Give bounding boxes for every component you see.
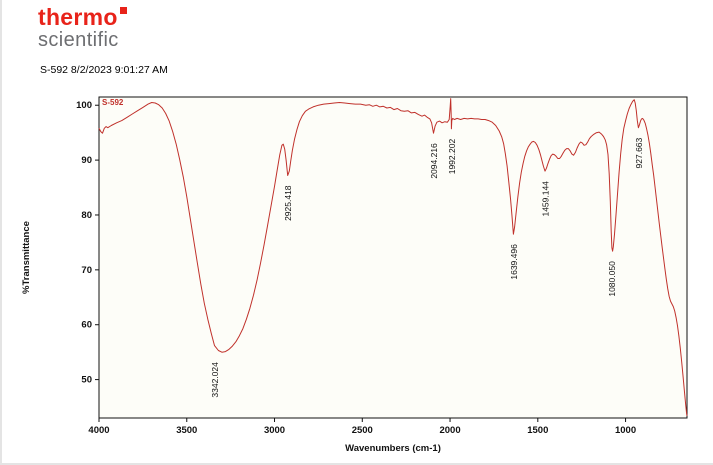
peak-label: 2925.418	[283, 185, 293, 221]
peak-label: 1639.496	[509, 244, 519, 280]
plot-area	[98, 96, 688, 419]
y-tick-label: 60	[81, 320, 92, 331]
peak-label: 2094.216	[429, 143, 439, 179]
logo-square-icon	[119, 7, 127, 14]
y-tick-label: 70	[81, 265, 92, 276]
y-tick-label: 100	[76, 100, 92, 111]
logo-brand-text: thermo	[38, 4, 118, 30]
x-axis-title: Wavenumbers (cm-1)	[345, 443, 441, 454]
x-tick-label: 1500	[527, 425, 548, 436]
y-tick-label: 50	[81, 375, 92, 386]
logo-sub-text: scientific	[38, 29, 119, 51]
sample-info-title: S-592 8/2/2023 9:01:27 AM	[40, 64, 168, 76]
x-tick-label: 2500	[352, 425, 373, 436]
x-tick-label: 1000	[615, 425, 636, 436]
spectrum-curve	[98, 98, 688, 416]
y-tick-label: 80	[81, 210, 92, 221]
peak-label: 1992.202	[447, 139, 457, 175]
x-tick-label: 4000	[88, 425, 109, 436]
x-tick-label: 2000	[439, 425, 460, 436]
peak-label: 1080.050	[607, 261, 617, 297]
peak-label: 3342.024	[210, 362, 220, 398]
x-tick-label: 3000	[264, 425, 285, 436]
y-tick-label: 90	[81, 155, 92, 166]
peak-label: 1459.144	[540, 181, 550, 217]
y-axis-title: %Transmittance	[21, 221, 32, 294]
x-tick-label: 3500	[176, 425, 197, 436]
peak-label: 927.663	[634, 137, 644, 168]
series-legend: S-592	[102, 98, 124, 107]
thermo-logo: thermo scientific	[38, 6, 127, 50]
